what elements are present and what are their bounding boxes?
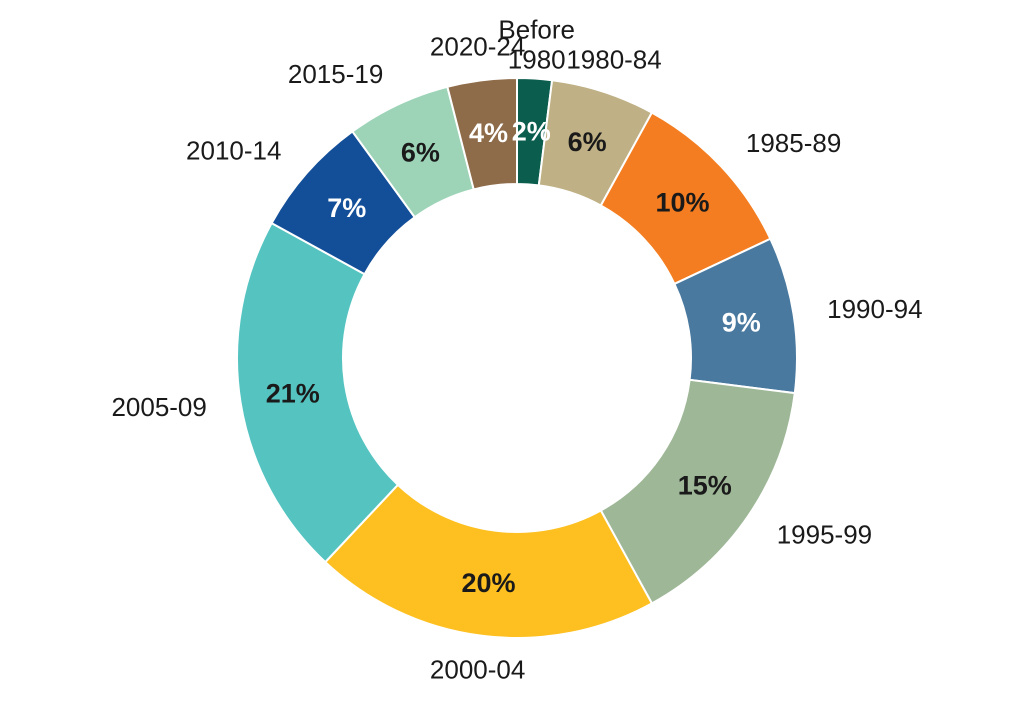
value-label-before-1980: 2%	[512, 116, 551, 146]
category-label-1995-99: 1995-99	[777, 519, 872, 549]
category-labels: Before 1980 1980-84 1985-89 1990-94 1995-99 20…	[111, 15, 922, 685]
category-label-2015-19: 2015-19	[288, 59, 383, 89]
category-label-2010-14: 2010-14	[186, 135, 281, 165]
slice-2000-04	[323, 483, 654, 639]
category-label-2020-24: 2020-24	[430, 31, 525, 61]
value-labels: 2% 6% 10% 9% 15% 20% 21% 7% 6% 4%	[266, 116, 761, 598]
value-label-2000-04: 20%	[462, 568, 516, 598]
value-label-2020-24: 4%	[469, 118, 508, 148]
value-label-1990-94: 9%	[722, 307, 761, 337]
donut-slices	[236, 76, 798, 639]
category-label-2000-04: 2000-04	[430, 655, 525, 685]
value-label-1985-89: 10%	[655, 188, 709, 218]
category-label-1985-89: 1985-89	[746, 128, 841, 158]
category-label-2005-09: 2005-09	[111, 392, 206, 422]
value-label-2005-09: 21%	[266, 379, 320, 409]
value-label-2010-14: 7%	[327, 193, 366, 223]
slice-2020-24	[446, 76, 518, 191]
value-label-2015-19: 6%	[401, 138, 440, 168]
category-label-1980-84: 1980-84	[566, 44, 661, 74]
value-label-1995-99: 15%	[678, 471, 732, 501]
slice-2005-09	[236, 221, 400, 564]
category-label-1990-94: 1990-94	[827, 294, 922, 324]
value-label-1980-84: 6%	[568, 127, 607, 157]
category-label-before-1980: Before 1980	[498, 15, 575, 75]
